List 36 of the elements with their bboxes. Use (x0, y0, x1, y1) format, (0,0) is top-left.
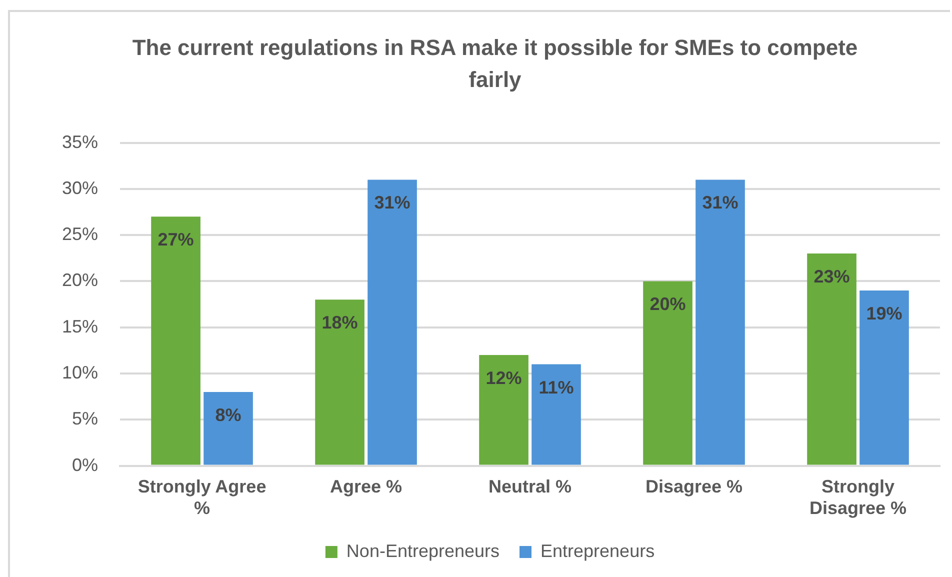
data-label: 31% (374, 192, 410, 213)
data-label: 11% (538, 377, 574, 398)
x-tick-label: Disagree % (645, 476, 743, 497)
y-tick-label: 15% (62, 316, 98, 336)
bar (151, 216, 200, 465)
chart-title: The current regulations in RSA make it possible for SMEs to compete fairly (131, 34, 859, 94)
bar (479, 355, 528, 465)
x-tick-label: Strongly Agree % (138, 476, 266, 518)
x-tick-label: Strongly Disagree % (809, 476, 907, 518)
legend-label: Entrepreneurs (540, 540, 655, 561)
x-tick-label: Agree % (330, 476, 402, 497)
data-label: 18% (322, 312, 358, 333)
bar (532, 364, 581, 465)
bar (315, 300, 364, 465)
bar (860, 290, 909, 465)
x-tick-label: Neutral % (488, 476, 572, 497)
data-label: 20% (650, 294, 686, 314)
data-label: 31% (702, 192, 738, 213)
y-tick-label: 25% (62, 224, 98, 244)
bar (368, 180, 417, 465)
data-label: 27% (158, 230, 194, 250)
data-label: 8% (215, 404, 242, 425)
y-tick-label: 5% (72, 408, 98, 429)
y-tick-label: 20% (62, 270, 98, 290)
y-tick-label: 30% (62, 178, 98, 198)
data-label: 19% (866, 303, 902, 324)
legend-label: Non-Entrepreneurs (346, 540, 500, 561)
bar (807, 254, 856, 465)
data-label: 23% (814, 266, 850, 287)
bar (696, 180, 745, 465)
y-tick-label: 35% (62, 132, 98, 152)
y-tick-label: 0% (72, 454, 98, 475)
y-tick-label: 10% (62, 362, 98, 382)
bar (643, 281, 692, 465)
data-label: 12% (486, 368, 522, 388)
bar (204, 392, 253, 465)
